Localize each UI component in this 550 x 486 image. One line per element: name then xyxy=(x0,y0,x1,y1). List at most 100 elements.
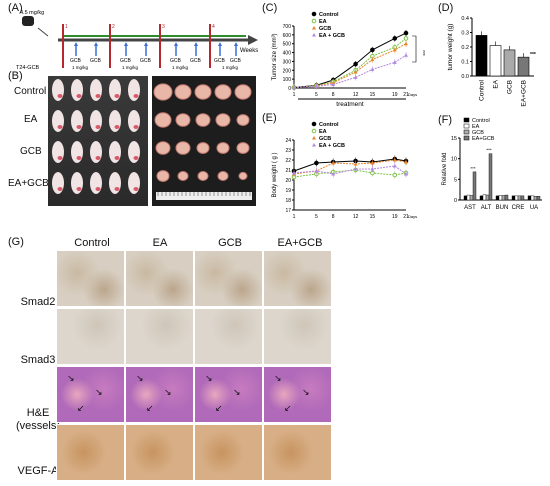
bar xyxy=(489,45,502,77)
data-point xyxy=(392,172,398,178)
bar xyxy=(511,195,516,201)
legend-label: GCB xyxy=(319,136,331,142)
vessel-arrow-icon: ↘ xyxy=(274,373,282,383)
x-unit-label: Days xyxy=(408,214,417,219)
x-tick-label: 19 xyxy=(392,92,398,98)
gcb-label: GCB xyxy=(214,58,226,64)
legend-label: EA + GCB xyxy=(319,143,345,149)
tile-he-0: ↘ ↘ ↙ xyxy=(56,366,125,423)
tumor xyxy=(153,83,173,101)
data-point xyxy=(370,67,375,71)
bar xyxy=(536,196,541,201)
tumor xyxy=(196,142,210,154)
mouse-tumor xyxy=(114,125,120,129)
gcb-arrowhead xyxy=(174,42,178,46)
tile-smad2-3 xyxy=(263,250,332,307)
y-tick-label: 0.4 xyxy=(461,16,469,22)
legend-label: GCB xyxy=(319,26,331,32)
x-tick-label: 8 xyxy=(332,92,335,98)
x-tick-label: 19 xyxy=(392,214,398,220)
g-col-eagcb: EA+GCB xyxy=(277,237,323,249)
y-tick-label: 21 xyxy=(285,168,291,174)
x-tick-label: CRE xyxy=(512,205,525,211)
bar xyxy=(475,35,488,77)
tumor xyxy=(194,84,212,100)
data-point xyxy=(392,36,398,41)
bar xyxy=(517,195,522,201)
mouse-body xyxy=(90,141,102,163)
x-tick-label: 15 xyxy=(370,92,376,98)
series-line xyxy=(293,43,407,89)
x-tick-label: 15 xyxy=(370,214,376,220)
tumor xyxy=(156,170,170,182)
tumor xyxy=(174,84,192,100)
data-point xyxy=(353,61,358,67)
bar xyxy=(530,195,535,201)
g-row-vegf: VEGF-A xyxy=(17,465,59,477)
mouse-tumor xyxy=(57,156,63,160)
organ-function-chart: 0 5 10 15 Relative fold *** AST *** ALT BUN CRE UA C… xyxy=(442,117,542,211)
vessel-arrow-icon: ↘ xyxy=(302,387,310,397)
tumor xyxy=(238,171,248,181)
x-tick-label: 12 xyxy=(353,92,359,98)
y-tick-label: 300 xyxy=(283,59,292,65)
y-tick-label: 100 xyxy=(283,77,292,83)
data-point xyxy=(331,161,336,165)
tumor xyxy=(215,113,231,127)
x-tick-label: 5 xyxy=(315,214,318,220)
tile-he-1: ↘ ↘ ↙ xyxy=(125,366,194,423)
row-label-control: Control xyxy=(14,86,47,97)
gcb-label: GCB xyxy=(230,58,242,64)
bar xyxy=(533,196,538,201)
x-tick-label: 21 xyxy=(403,214,409,220)
y-tick-label: 18 xyxy=(285,198,291,204)
mouse-body xyxy=(90,110,102,132)
ea-dose-label: 1 mg/kg xyxy=(172,65,189,70)
y-tick-label: 0.0 xyxy=(461,74,469,80)
data-point xyxy=(370,57,375,62)
tile-smad2-2 xyxy=(194,250,263,307)
mouse-tumor xyxy=(95,125,101,129)
data-point xyxy=(392,158,397,162)
week-label: 1 xyxy=(65,24,68,30)
legend-swatch xyxy=(463,123,470,129)
bar xyxy=(463,195,468,201)
tile-vegf-2 xyxy=(194,424,263,481)
series-line xyxy=(293,54,407,89)
tumor xyxy=(177,171,189,181)
legend-marker xyxy=(312,26,316,30)
data-point xyxy=(392,47,397,52)
mouse-body xyxy=(90,172,102,194)
tumor xyxy=(214,84,232,100)
legend-label: EA+GCB xyxy=(472,136,495,142)
y-tick-label: 17 xyxy=(285,208,291,214)
vessel-arrow-icon: ↙ xyxy=(77,403,85,413)
panel-g-label: (G) xyxy=(8,236,24,248)
tile-smad2-1 xyxy=(125,250,194,307)
bar xyxy=(517,56,530,77)
y-tick-label: 500 xyxy=(283,42,292,48)
data-point xyxy=(314,160,319,166)
mouse-tumor xyxy=(114,187,120,191)
data-point xyxy=(353,70,358,74)
gcb-arrowhead xyxy=(194,42,198,46)
legend-marker xyxy=(311,128,317,134)
bar xyxy=(469,195,474,201)
y-axis-label: Tumor size (mm³) xyxy=(272,33,278,80)
g-row-he: H&E (vessels) xyxy=(15,407,60,432)
tumor xyxy=(197,171,209,181)
tumor xyxy=(175,141,191,155)
ruler xyxy=(156,192,252,200)
bar xyxy=(498,195,503,201)
y-axis-label: Body weight ( g ) xyxy=(272,152,278,197)
mouse-body xyxy=(52,79,64,101)
data-point xyxy=(314,169,319,173)
data-point xyxy=(404,53,408,57)
gcb-arrowhead xyxy=(124,42,128,46)
x-tick-label: EA+GCB xyxy=(521,80,528,107)
mouse-tumor xyxy=(133,187,139,191)
legend-label: GCB xyxy=(472,130,484,136)
data-point xyxy=(370,167,375,171)
timeline-dose-bottom: T24-GCB xyxy=(16,65,40,71)
y-tick-label: 0.3 xyxy=(461,31,469,37)
